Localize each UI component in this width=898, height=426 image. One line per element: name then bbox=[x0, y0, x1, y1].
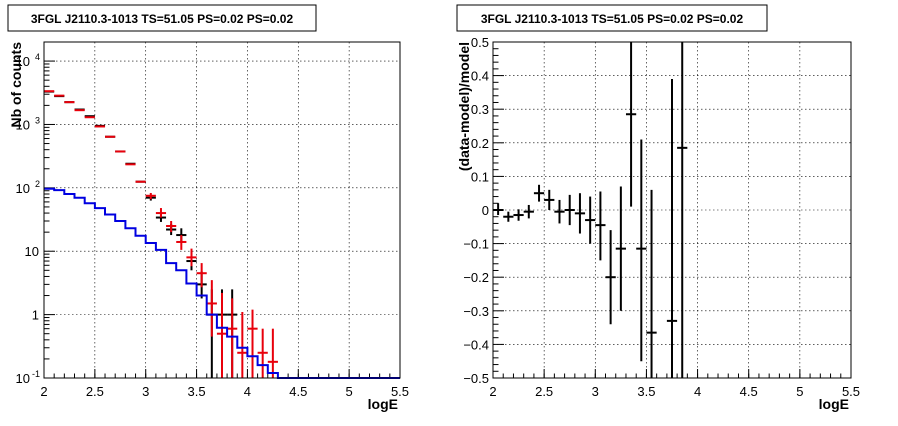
right-title-box bbox=[456, 4, 768, 32]
left-x-tick-label: 5.5 bbox=[391, 384, 409, 399]
left-model-point bbox=[155, 208, 167, 218]
right-y-axis-label: (data-model)/model bbox=[456, 42, 472, 171]
left-y-tick-label: 10 bbox=[16, 181, 30, 196]
right-grid bbox=[493, 42, 851, 378]
left-x-tick-label: 4.5 bbox=[289, 384, 307, 399]
right-residual-point bbox=[493, 203, 504, 216]
right-x-tick-label: 5.5 bbox=[842, 384, 860, 399]
left-y-tick-label: 10 bbox=[16, 371, 30, 386]
left-x-tick-label: 3.5 bbox=[188, 384, 206, 399]
right-ticks: 2 2.5 3 3.5 4 4.5 5 5.5 −0.5 −0.4 −0.3 −0.2 −0.1 0 0.1… bbox=[463, 35, 860, 399]
right-y-tick-label: 0.1 bbox=[471, 169, 489, 184]
left-model-point bbox=[216, 292, 228, 378]
left-chart-title: 3FGL J2110.3-1013 TS=51.05 PS=0.02 PS=0.… bbox=[31, 12, 294, 26]
right-y-tick-label: −0.5 bbox=[463, 371, 489, 386]
left-model-point bbox=[227, 298, 238, 378]
right-y-tick-label: 0.3 bbox=[471, 102, 489, 117]
right-residual-point bbox=[554, 199, 565, 224]
right-residual-point bbox=[605, 230, 616, 325]
left-model-point bbox=[145, 192, 156, 200]
left-y-tick-label: 10 bbox=[25, 244, 39, 259]
left-y-tick-exponent: 3 bbox=[35, 115, 40, 125]
left-model-point bbox=[206, 280, 217, 337]
left-x-tick-label: 2.5 bbox=[86, 384, 104, 399]
right-y-tick-label: 0.2 bbox=[471, 136, 489, 151]
right-residual-point bbox=[595, 191, 606, 261]
right-x-tick-label: 4 bbox=[694, 384, 701, 399]
right-residual-point bbox=[636, 139, 647, 362]
left-y-tick-label: 1 bbox=[32, 308, 39, 323]
right-y-tick-label: −0.1 bbox=[463, 237, 489, 252]
right-residual-point bbox=[513, 209, 524, 221]
right-y-tick-label: 0 bbox=[482, 203, 489, 218]
left-x-tick-label: 4 bbox=[244, 384, 251, 399]
left-y-tick-label: 10 bbox=[16, 54, 30, 69]
right-x-tick-label: 3.5 bbox=[637, 384, 655, 399]
right-plot-area bbox=[493, 42, 688, 378]
left-model-point bbox=[237, 311, 248, 378]
right-residual-point bbox=[503, 211, 514, 222]
right-y-tick-label: 0.4 bbox=[471, 69, 489, 84]
left-model-point bbox=[267, 328, 278, 378]
left-y-tick-exponent: -1 bbox=[32, 369, 40, 379]
right-residual-point bbox=[615, 186, 626, 311]
right-x-tick-label: 5 bbox=[796, 384, 803, 399]
right-x-tick-label: 2 bbox=[489, 384, 496, 399]
right-residual-point bbox=[666, 78, 678, 378]
left-x-tick-label: 3 bbox=[142, 384, 149, 399]
left-plot-frame bbox=[43, 41, 401, 379]
right-y-tick-label: −0.4 bbox=[463, 337, 489, 352]
left-plot-area bbox=[44, 90, 400, 379]
left-y-axis-label: Nb of counts bbox=[8, 42, 24, 128]
left-model-point bbox=[257, 328, 268, 378]
left-model-point bbox=[247, 309, 258, 378]
right-residual-point bbox=[544, 189, 555, 210]
left-y-tick-exponent: 4 bbox=[35, 52, 40, 62]
right-x-tick-label: 2.5 bbox=[535, 384, 553, 399]
left-model-point bbox=[166, 220, 177, 233]
left-model-point bbox=[176, 235, 187, 250]
right-residual-point bbox=[585, 196, 596, 244]
right-chart-title: 3FGL J2110.3-1013 TS=51.05 PS=0.02 PS=0.… bbox=[481, 12, 744, 26]
left-x-tick-label: 2 bbox=[40, 384, 47, 399]
left-x-axis-label: logE bbox=[368, 396, 398, 412]
right-y-tick-label: −0.3 bbox=[463, 304, 489, 319]
right-residual-point bbox=[564, 194, 575, 226]
right-plot-frame bbox=[492, 41, 852, 379]
right-residual-point bbox=[533, 184, 545, 202]
right-x-tick-label: 3 bbox=[592, 384, 599, 399]
right-residual-point bbox=[625, 42, 637, 207]
left-model-component-step-line bbox=[44, 187, 400, 379]
left-y-tick-exponent: 2 bbox=[35, 179, 40, 189]
right-residual-point bbox=[646, 189, 657, 378]
right-y-tick-label: −0.2 bbox=[463, 270, 489, 285]
left-title-box bbox=[7, 4, 317, 32]
right-residual-point bbox=[574, 193, 586, 234]
right-residual-point bbox=[677, 42, 688, 378]
left-model-point bbox=[186, 248, 197, 267]
left-y-tick-label: 10 bbox=[16, 117, 30, 132]
right-x-axis-label: logE bbox=[819, 396, 849, 412]
right-x-tick-label: 4.5 bbox=[740, 384, 758, 399]
left-model-point bbox=[196, 263, 207, 288]
right-residual-point bbox=[523, 204, 534, 219]
left-grid bbox=[44, 42, 400, 378]
right-y-tick-label: 0.5 bbox=[471, 35, 489, 50]
left-x-tick-label: 5 bbox=[346, 384, 353, 399]
